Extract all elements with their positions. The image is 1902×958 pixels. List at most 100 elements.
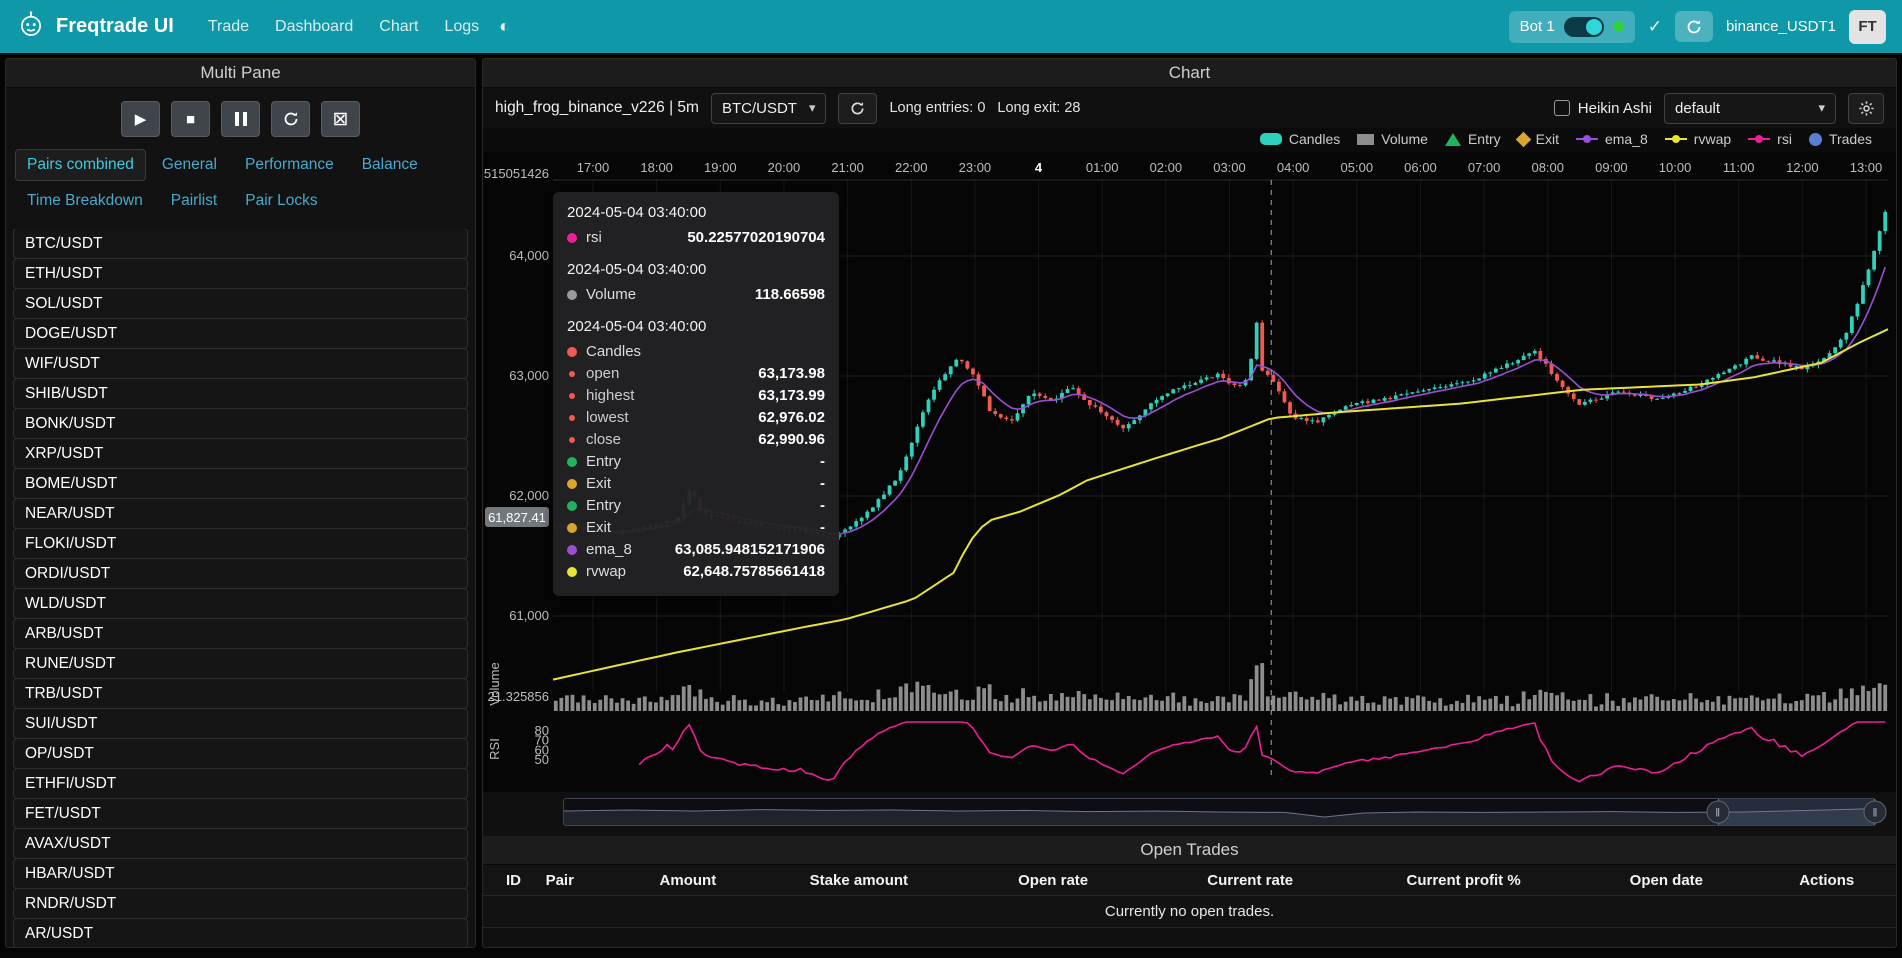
price-axis-marker: 61,827.41	[485, 507, 549, 527]
legend-item-entry[interactable]: Entry	[1444, 131, 1501, 147]
column-header-current-profit-: Current profit %	[1406, 872, 1521, 889]
pair-item[interactable]: HBAR/USDT	[13, 858, 468, 889]
column-header-pair: Pair	[545, 872, 574, 889]
refresh-icon	[852, 101, 864, 114]
check-icon[interactable]: ✓	[1647, 16, 1662, 36]
pair-item[interactable]: OP/USDT	[13, 738, 468, 769]
pair-item[interactable]: XRP/USDT	[13, 438, 468, 469]
tab-pairs-combined[interactable]: Pairs combined	[15, 149, 146, 181]
app-title: Freqtrade UI	[56, 15, 174, 37]
pair-item[interactable]: SOL/USDT	[13, 288, 468, 319]
pair-item[interactable]: WIF/USDT	[13, 348, 468, 379]
svg-text:05:00: 05:00	[1341, 160, 1374, 175]
pair-item[interactable]: RNDR/USDT	[13, 888, 468, 919]
tab-balance[interactable]: Balance	[361, 156, 418, 173]
multi-pane-panel: Multi Pane ▶ ■ ⊠ Pairs combined General Pe…	[5, 58, 476, 948]
svg-text:18:00: 18:00	[640, 160, 673, 175]
legend-item-ema_8[interactable]: ema_8	[1575, 131, 1648, 147]
chart-refresh-button[interactable]	[838, 92, 878, 124]
svg-text:515051426: 515051426	[484, 166, 549, 181]
pair-item[interactable]: BONK/USDT	[13, 408, 468, 439]
entry-swatch-icon	[1444, 132, 1461, 146]
tab-pairlist[interactable]: Pairlist	[170, 192, 218, 209]
legend-item-candles[interactable]: Candles	[1259, 131, 1340, 147]
column-header-open-rate: Open rate	[1018, 872, 1089, 889]
open-trades-section: Open Trades ID Pair Amount Stake amount Open…	[483, 836, 1896, 928]
plot-settings-button[interactable]	[1848, 92, 1884, 124]
pair-item[interactable]: DOGE/USDT	[13, 318, 468, 349]
pair-item[interactable]: SUI/USDT	[13, 708, 468, 739]
pair-item[interactable]: WLD/USDT	[13, 588, 468, 619]
chart-canvas[interactable]: 17:00 18:00 19:00 20:00 21:00 22:00 23:00 4 01:0…	[483, 152, 1896, 792]
tooltip-row: open 63,173.98	[567, 364, 825, 383]
legend-item-rsi[interactable]: rsi	[1748, 131, 1792, 147]
svg-text:23:00: 23:00	[959, 160, 992, 175]
tooltip-timestamp: 2024-05-04 03:40:00	[567, 261, 707, 278]
pair-item[interactable]: FLOKI/USDT	[13, 528, 468, 559]
pair-item[interactable]: ARB/USDT	[13, 618, 468, 649]
legend-item-exit[interactable]: Exit	[1515, 131, 1559, 147]
pair-item[interactable]: TRB/USDT	[13, 678, 468, 709]
pair-item[interactable]: NEAR/USDT	[13, 498, 468, 529]
nav-link-logs[interactable]: Logs	[444, 17, 480, 35]
tab-time-breakdown[interactable]: Time Breakdown	[27, 192, 143, 209]
pause-button[interactable]	[221, 101, 260, 137]
pair-item[interactable]: AR/USDT	[13, 918, 468, 947]
brand[interactable]: Freqtrade UI	[16, 9, 174, 44]
pair-item[interactable]: AVAX/USDT	[13, 828, 468, 859]
legend-item-rvwap[interactable]: rvwap	[1664, 131, 1731, 147]
stop-button[interactable]: ■	[171, 101, 210, 137]
column-header-amount: Amount	[659, 872, 717, 889]
legend-item-volume[interactable]: Volume	[1357, 131, 1428, 147]
navbar: Freqtrade UI Trade Dashboard Chart Logs ◐ B…	[0, 0, 1902, 53]
pair-item[interactable]: BOME/USDT	[13, 468, 468, 499]
pair-item[interactable]: RUNE/USDT	[13, 648, 468, 679]
candles-swatch-icon	[1259, 133, 1282, 145]
pair-item[interactable]: ETHFI/USDT	[13, 768, 468, 799]
bot-name: Bot 1	[1519, 18, 1555, 35]
legend-item-trades[interactable]: Trades	[1808, 131, 1872, 147]
bot-selector[interactable]: Bot 1	[1508, 10, 1635, 43]
refresh-button[interactable]	[1674, 11, 1713, 42]
force-exit-all-button[interactable]: ⊠	[321, 101, 360, 137]
exit-swatch-icon	[1515, 131, 1531, 147]
main-layout: Multi Pane ▶ ■ ⊠ Pairs combined General Pe…	[0, 53, 1902, 953]
pair-item[interactable]: FET/USDT	[13, 798, 468, 829]
svg-text:07:00: 07:00	[1468, 160, 1501, 175]
navigator-handle-left[interactable]: ‖	[1706, 800, 1730, 824]
plot-config-select[interactable]: default ▾	[1664, 92, 1836, 124]
svg-text:4: 4	[1035, 160, 1043, 175]
refresh-icon	[1687, 19, 1701, 33]
tooltip-row: Candles	[567, 342, 825, 361]
pair-item[interactable]: ORDI/USDT	[13, 558, 468, 589]
pair-item[interactable]: BTC/USDT	[13, 229, 468, 259]
nav-link-chart[interactable]: Chart	[379, 17, 419, 35]
bot-toggle[interactable]	[1563, 16, 1604, 37]
reload-config-button[interactable]	[271, 101, 310, 137]
svg-text:60: 60	[535, 742, 549, 757]
pane-tabs-row1: Pairs combined General Performance Balance	[6, 147, 475, 183]
svg-text:50: 50	[535, 752, 549, 767]
heikin-ashi-checkbox[interactable]	[1553, 100, 1570, 116]
theme-toggle-icon[interactable]: ◐	[499, 16, 510, 36]
pair-item[interactable]: SHIB/USDT	[13, 378, 468, 409]
tab-pair-locks[interactable]: Pair Locks	[245, 192, 318, 209]
tab-general[interactable]: General	[161, 156, 217, 173]
bot-status-dot	[1612, 21, 1624, 32]
nav-link-dashboard[interactable]: Dashboard	[275, 17, 354, 35]
navigator-window[interactable]	[1717, 799, 1875, 825]
volume-layer	[553, 663, 1888, 711]
rvwap-swatch-icon	[1664, 135, 1687, 143]
pair-select[interactable]: BTC/USDT ▾	[710, 92, 827, 124]
start-button[interactable]: ▶	[121, 101, 160, 137]
user-avatar[interactable]: FT	[1849, 9, 1886, 44]
chart-legend: Candles Volume Entry Exit ema_8 rvwap rsi Trade…	[483, 128, 1896, 152]
navigator-handle-right[interactable]: ‖	[1863, 800, 1887, 824]
tooltip-row: rvwap 62,648.75785661418	[567, 562, 825, 581]
pair-item[interactable]: ETH/USDT	[13, 258, 468, 289]
tab-performance[interactable]: Performance	[244, 156, 334, 173]
datazoom-navigator[interactable]: ‖ ‖	[563, 798, 1887, 826]
pair-list: BTC/USDT ETH/USDT SOL/USDT DOGE/USDT WIF/USD…	[13, 229, 468, 947]
nav-link-trade[interactable]: Trade	[207, 17, 250, 35]
freqtrade-logo-icon	[16, 9, 46, 44]
